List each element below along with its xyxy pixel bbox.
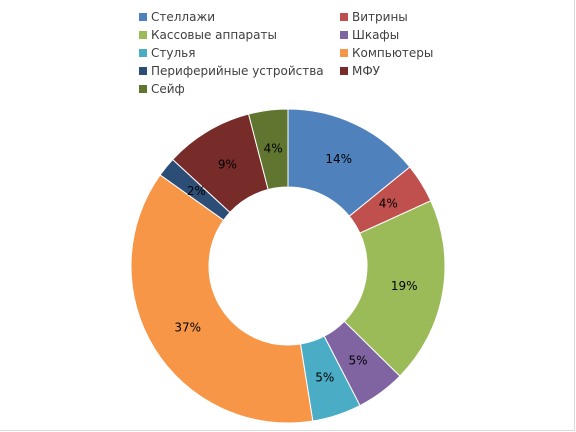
slice-data-label: 5% [348,354,367,368]
legend-swatch [139,49,147,57]
legend-swatch [139,67,147,75]
legend-item: Стеллажи [139,10,215,24]
legend-swatch [139,85,147,93]
legend-item: Сейф [139,82,185,96]
legend-item: Шкафы [340,28,399,42]
legend-label: Стеллажи [151,10,215,24]
slice-data-label: 37% [174,321,201,335]
legend-label: Витрины [352,10,408,24]
slice-data-label: 2% [187,184,206,198]
legend-swatch [340,67,348,75]
legend-swatch [340,13,348,21]
legend-swatch [340,31,348,39]
slice-data-label: 5% [315,371,334,385]
legend-item: Стулья [139,46,195,60]
slice-data-label: 4% [379,196,398,210]
legend-swatch [340,49,348,57]
slice-data-label: 19% [391,279,418,293]
legend-label: Компьютеры [352,46,433,60]
legend-label: МФУ [352,64,381,78]
legend: Стеллажи Витрины Кассовые аппараты Шкафы Сту… [139,10,433,96]
donut-slices [130,108,446,424]
legend-label: Периферийные устройства [151,64,324,78]
legend-label: Сейф [151,82,185,96]
donut-slice [343,200,446,377]
slice-labels: 14% 4% 19% 5% 5% 37% 2% 9% 4% [174,141,417,384]
legend-label: Шкафы [352,28,399,42]
legend-item: Витрины [340,10,408,24]
legend-item: Кассовые аппараты [139,28,277,42]
legend-label: Стулья [151,46,195,60]
slice-data-label: 14% [325,152,352,166]
legend-item: Периферийные устройства [139,64,324,78]
legend-label: Кассовые аппараты [151,28,277,42]
legend-item: МФУ [340,64,381,78]
donut-slice [247,108,289,191]
legend-item: Компьютеры [340,46,433,60]
slice-data-label: 4% [264,141,283,155]
legend-swatch [139,31,147,39]
donut-slice [130,174,314,424]
slice-data-label: 9% [218,157,237,171]
legend-swatch [139,13,147,21]
